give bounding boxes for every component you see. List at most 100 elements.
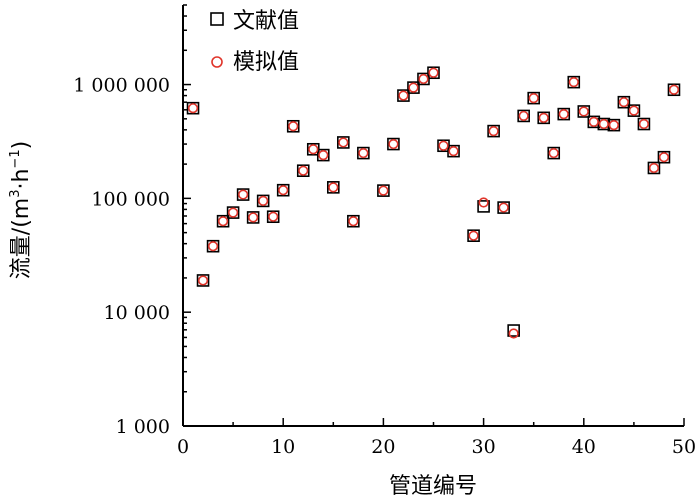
literature-value-point bbox=[377, 184, 390, 197]
legend-square-marker bbox=[210, 12, 224, 26]
x-tick-label: 20 bbox=[371, 436, 395, 458]
x-tick-label: 10 bbox=[271, 436, 295, 458]
simulated-value-point bbox=[238, 189, 249, 200]
x-tick-label: 0 bbox=[177, 436, 189, 458]
simulated-value-point bbox=[378, 185, 389, 196]
data-points bbox=[186, 66, 681, 339]
simulated-value-point bbox=[588, 116, 599, 127]
simulated-value-point bbox=[658, 152, 670, 163]
simulated-value-point bbox=[308, 144, 319, 155]
literature-value-point bbox=[617, 95, 631, 109]
legend-label-literature: 文献值 bbox=[233, 9, 299, 34]
simulated-value-point bbox=[228, 207, 239, 218]
literature-value-point bbox=[276, 183, 290, 197]
literature-value-point bbox=[547, 146, 561, 160]
literature-value-point bbox=[357, 146, 370, 160]
simulated-value-point bbox=[288, 121, 299, 132]
y-axis-title-mid: ·h bbox=[9, 169, 34, 190]
literature-value-point bbox=[627, 104, 641, 117]
literature-value-point bbox=[347, 214, 360, 228]
y-axis-title-end: ) bbox=[9, 141, 34, 150]
simulated-value-point bbox=[468, 230, 479, 241]
literature-value-point bbox=[407, 81, 420, 94]
y-tick-label: 100 000 bbox=[91, 188, 170, 210]
simulated-value-point bbox=[498, 202, 509, 213]
simulated-value-point bbox=[608, 120, 619, 131]
x-tick-label: 50 bbox=[672, 436, 696, 458]
simulated-value-point bbox=[528, 93, 539, 104]
y-axis-title-sup1: 3 bbox=[8, 189, 23, 197]
simulated-value-point bbox=[668, 84, 680, 95]
simulated-value-point bbox=[258, 195, 269, 207]
literature-value-point bbox=[507, 324, 520, 337]
x-axis-title: 管道编号 bbox=[389, 474, 477, 499]
simulated-value-point bbox=[488, 125, 499, 137]
x-tick-label: 40 bbox=[572, 436, 596, 458]
simulated-value-point bbox=[648, 162, 660, 174]
simulated-value-point bbox=[318, 149, 329, 161]
literature-value-point bbox=[657, 150, 671, 164]
literature-value-point bbox=[497, 201, 510, 214]
simulated-value-point bbox=[197, 275, 209, 286]
literature-value-point bbox=[236, 188, 250, 201]
simulated-value-point bbox=[598, 118, 609, 130]
y-tick-label: 1 000 000 bbox=[73, 75, 170, 97]
simulated-value-point bbox=[217, 216, 229, 227]
simulated-value-point bbox=[248, 212, 259, 223]
simulated-value-point bbox=[478, 197, 489, 208]
y-tick-label: 10 000 bbox=[104, 302, 170, 324]
simulated-value-point bbox=[268, 211, 279, 222]
literature-value-point bbox=[577, 105, 591, 118]
simulated-value-point bbox=[388, 138, 399, 150]
literature-value-point bbox=[447, 144, 460, 158]
simulated-value-point bbox=[628, 105, 640, 116]
legend-circle-marker bbox=[211, 56, 223, 68]
literature-value-point bbox=[186, 101, 200, 115]
simulated-value-point bbox=[618, 97, 629, 108]
simulated-value-point bbox=[538, 112, 549, 123]
y-axis-ticks: 1 000 10 000 100 000 1 000 000 bbox=[73, 4, 191, 438]
simulated-value-point bbox=[207, 241, 219, 252]
literature-value-point bbox=[557, 107, 571, 121]
literature-value-point bbox=[326, 181, 340, 194]
x-tick-label: 30 bbox=[472, 436, 496, 458]
simulated-value-point bbox=[348, 216, 359, 227]
simulated-value-point bbox=[448, 146, 459, 157]
literature-value-point bbox=[637, 117, 651, 131]
literature-value-point bbox=[246, 211, 260, 224]
simulated-value-point bbox=[418, 73, 429, 85]
literature-value-point bbox=[427, 66, 440, 80]
literature-value-point bbox=[647, 161, 661, 175]
literature-value-point bbox=[667, 83, 681, 97]
literature-value-point bbox=[256, 194, 270, 208]
simulated-value-point bbox=[638, 118, 650, 130]
literature-value-point bbox=[226, 206, 240, 219]
legend-label-simulated: 模拟值 bbox=[233, 50, 299, 75]
literature-value-point bbox=[567, 75, 581, 89]
simulated-value-point bbox=[568, 77, 579, 88]
simulated-value-point bbox=[508, 328, 519, 339]
literature-value-point bbox=[196, 274, 210, 287]
literature-value-point bbox=[286, 119, 300, 133]
literature-value-point bbox=[266, 210, 280, 224]
simulated-value-point bbox=[187, 103, 199, 114]
simulated-value-point bbox=[428, 67, 439, 78]
literature-value-point bbox=[517, 109, 530, 123]
x-axis-ticks: 0 10 20 30 40 50 bbox=[177, 418, 696, 458]
literature-value-point bbox=[387, 137, 400, 151]
literature-value-point bbox=[296, 164, 310, 178]
simulated-value-point bbox=[548, 147, 559, 159]
simulated-value-point bbox=[408, 82, 419, 93]
y-axis-title-main: 流量/(m bbox=[9, 198, 34, 279]
simulated-value-point bbox=[358, 147, 369, 159]
simulated-value-point bbox=[558, 109, 569, 120]
y-tick-label: 1 000 bbox=[116, 416, 170, 438]
y-axis-title: 流量/(m3·h−1) bbox=[8, 141, 34, 279]
simulated-value-point bbox=[328, 182, 339, 193]
simulated-value-point bbox=[278, 185, 289, 196]
literature-value-point bbox=[487, 124, 500, 138]
simulated-value-point bbox=[518, 110, 529, 122]
y-axis-title-sup2: −1 bbox=[8, 149, 23, 168]
